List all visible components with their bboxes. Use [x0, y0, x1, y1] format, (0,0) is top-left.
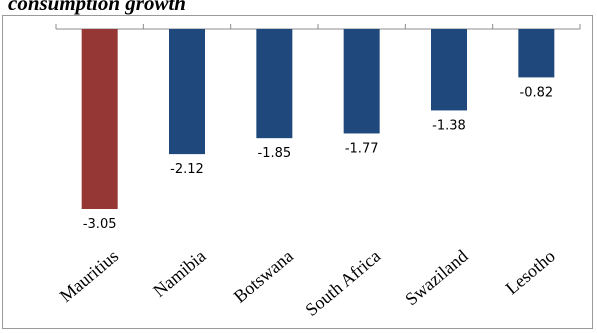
value-label-south-africa: -1.77	[345, 141, 379, 156]
chart-title: consumption growth	[8, 0, 186, 15]
bar-mauritius	[81, 29, 118, 209]
value-labels: -3.05 -2.12 -1.85 -1.77 -1.38 -0.82	[83, 85, 553, 232]
category-label-mauritius: Mauritius	[56, 246, 122, 306]
value-label-lesotho: -0.82	[520, 85, 554, 100]
value-label-swaziland: -1.38	[432, 118, 466, 133]
bar-namibia	[169, 29, 205, 155]
chart-frame	[2, 15, 593, 329]
axis-ticks	[55, 24, 581, 29]
category-label-namibia: Namibia	[149, 246, 209, 301]
category-label-botswana: Botswana	[230, 246, 297, 307]
bars	[81, 29, 555, 209]
value-label-botswana: -1.85	[258, 146, 292, 161]
category-label-lesotho: Lesotho	[502, 246, 559, 299]
bar-lesotho	[518, 29, 555, 78]
category-label-south-africa: South Africa	[301, 246, 384, 320]
value-label-mauritius: -3.05	[83, 217, 117, 232]
bar-south-africa	[343, 29, 380, 134]
category-labels: Mauritius Namibia Botswana South Africa Swaz…	[56, 246, 559, 320]
bar-botswana	[256, 29, 293, 139]
category-label-swaziland: Swaziland	[401, 246, 471, 310]
bar-swaziland	[431, 29, 467, 111]
value-label-namibia: -2.12	[170, 162, 204, 177]
